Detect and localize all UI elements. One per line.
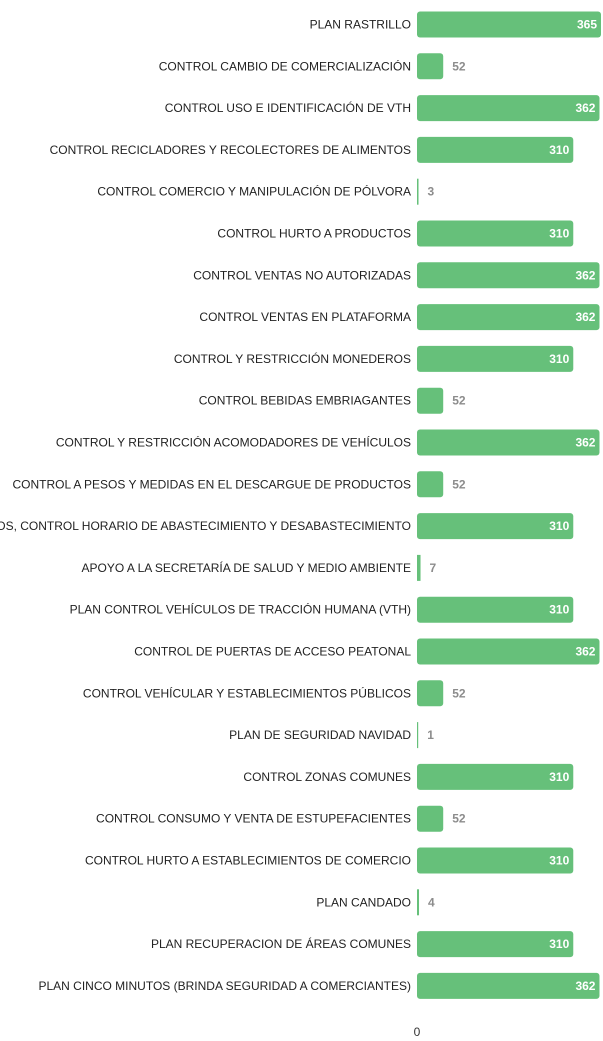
bar xyxy=(417,931,574,958)
x-tick-label: 0 xyxy=(414,1025,421,1039)
value-label: 1 xyxy=(427,728,434,742)
category-label: CONTROL Y RESTRICCIÓN MONEDEROS xyxy=(174,351,411,366)
bar xyxy=(417,847,574,874)
category-label: CONTROL VENTAS EN PLATAFORMA xyxy=(199,310,411,324)
category-label: CONTROL BEBIDAS EMBRIAGANTES xyxy=(199,394,411,408)
value-label: 310 xyxy=(549,770,569,784)
value-label: 362 xyxy=(575,101,595,115)
category-label: CONTROL ZONAS COMUNES xyxy=(243,770,411,784)
category-label: CONTROL COMERCIO Y MANIPULACIÓN DE PÓLVO… xyxy=(97,184,411,199)
value-label: 310 xyxy=(549,143,569,157)
value-label: 365 xyxy=(577,18,597,32)
value-label: 52 xyxy=(452,477,466,491)
category-label: PLAN CINCO MINUTOS (BRINDA SEGURIDAD A C… xyxy=(39,979,412,993)
category-label: CONTROL VENTAS NO AUTORIZADAS xyxy=(193,268,411,282)
bar xyxy=(417,387,444,414)
bar xyxy=(417,53,444,80)
bar xyxy=(417,11,601,38)
value-label: 310 xyxy=(549,854,569,868)
category-label: CONTROL DE PUERTAS DE ACCESO PEATONAL xyxy=(134,645,411,659)
bar xyxy=(417,680,444,707)
value-label: 310 xyxy=(549,519,569,533)
bar xyxy=(417,220,574,247)
category-label: CONTROL A PESOS Y MEDIDAS EN EL DESCARGU… xyxy=(12,477,411,491)
bar xyxy=(417,596,574,623)
category-label: PLAN DE SEGURIDAD NAVIDAD xyxy=(229,728,411,742)
category-label: CONTROL HURTO A ESTABLECIMIENTOS DE COME… xyxy=(85,854,411,868)
bar xyxy=(417,262,600,289)
value-label: 362 xyxy=(575,436,595,450)
bar xyxy=(417,722,419,749)
bar xyxy=(417,638,600,665)
category-label: PLAN CANDADO xyxy=(316,895,411,909)
category-label: CONTROL RECICLADORES Y RECOLECTORES DE A… xyxy=(50,143,411,157)
value-label: 310 xyxy=(549,227,569,241)
value-label: 52 xyxy=(452,812,466,826)
bar xyxy=(417,763,574,790)
bar xyxy=(417,805,444,832)
value-label: 3 xyxy=(428,185,435,199)
bar xyxy=(417,972,600,999)
value-label: 7 xyxy=(430,561,437,575)
value-label: 362 xyxy=(575,645,595,659)
category-label: PLAN CONTROL VEHÍCULOS DE TRACCIÓN HUMAN… xyxy=(70,602,411,617)
category-label: CONTROL Y RESTRICCIÓN ACOMODADORES DE VE… xyxy=(56,435,411,450)
bar xyxy=(417,554,421,581)
bar xyxy=(417,471,444,498)
category-label: APOYO A LA SECRETARÍA DE SALUD Y MEDIO A… xyxy=(82,560,411,575)
bar xyxy=(417,889,420,916)
category-label: CONTROL CONSUMO Y VENTA DE ESTUPEFACIENT… xyxy=(96,812,411,826)
category-label: PLAN RECUPERACION DE ÁREAS COMUNES xyxy=(151,936,411,951)
category-labels-group: PLAN RASTRILLO CONTROL CAMBIO DE COMERCIA… xyxy=(0,18,411,993)
value-label: 52 xyxy=(452,59,466,73)
value-label: 52 xyxy=(452,394,466,408)
value-labels-group: 365 52 362 310 3 310 362 362 310 52 362 52 310 7 310 36… xyxy=(427,18,597,993)
bar xyxy=(417,513,574,540)
category-label: CONTROL VEHÍCULAR Y ESTABLECIMIENTOS PÚB… xyxy=(83,685,411,700)
value-label: 4 xyxy=(428,895,435,909)
bars-group xyxy=(417,11,601,999)
bar xyxy=(417,345,574,372)
value-label: 362 xyxy=(575,268,595,282)
bar xyxy=(417,429,600,456)
category-label: DESPEJE DE ALEROS, CONTROL HORARIO DE AB… xyxy=(0,519,411,533)
bar xyxy=(417,178,419,205)
bar xyxy=(417,304,600,331)
category-label: CONTROL USO E IDENTIFICACIÓN DE VTH xyxy=(165,100,411,115)
value-label: 310 xyxy=(549,603,569,617)
value-label: 362 xyxy=(575,979,595,993)
value-label: 52 xyxy=(452,686,466,700)
value-label: 362 xyxy=(575,310,595,324)
category-label: CONTROL HURTO A PRODUCTOS xyxy=(217,227,411,241)
bar xyxy=(417,95,600,122)
value-label: 310 xyxy=(549,937,569,951)
bar xyxy=(417,136,574,163)
category-label: CONTROL CAMBIO DE COMERCIALIZACIÓN xyxy=(159,58,411,73)
value-label: 310 xyxy=(549,352,569,366)
category-label: PLAN RASTRILLO xyxy=(310,18,411,32)
